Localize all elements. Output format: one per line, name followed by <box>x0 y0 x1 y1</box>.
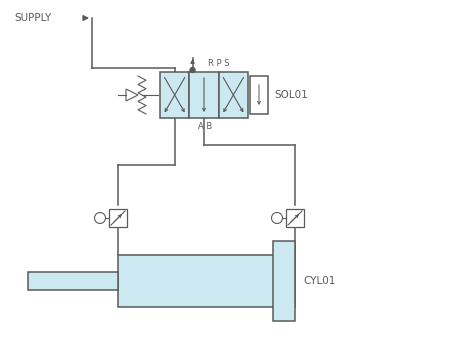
Bar <box>109 209 127 227</box>
Bar <box>286 209 304 227</box>
Text: A B: A B <box>198 122 212 131</box>
Text: CYL01: CYL01 <box>303 276 336 286</box>
Circle shape <box>190 67 195 73</box>
Bar <box>219 72 248 118</box>
Bar <box>118 255 295 307</box>
Text: R P S: R P S <box>209 59 230 68</box>
Bar <box>28 272 118 290</box>
Bar <box>250 76 268 114</box>
Bar <box>273 241 295 321</box>
Bar <box>189 72 219 118</box>
Text: SUPPLY: SUPPLY <box>14 13 51 23</box>
Text: SOL01: SOL01 <box>274 90 308 100</box>
Bar <box>160 72 189 118</box>
